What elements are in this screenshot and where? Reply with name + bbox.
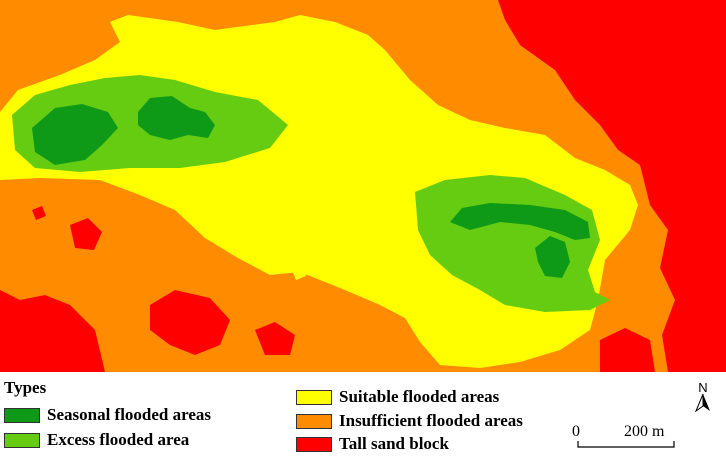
seasonal-flood-west-b bbox=[138, 96, 215, 140]
sand-block-south bbox=[150, 290, 230, 355]
north-arrow-glyph bbox=[695, 394, 710, 412]
suitable-speckle-1 bbox=[292, 266, 306, 280]
legend-swatch-suitable bbox=[296, 389, 332, 405]
scale-start-label: 0 bbox=[572, 423, 580, 440]
legend-item-suitable: Suitable flooded areas bbox=[296, 387, 499, 407]
north-arrow-icon: N bbox=[692, 381, 714, 413]
legend-label-sand-block: Tall sand block bbox=[339, 434, 449, 453]
scale-end-label: 200 m bbox=[624, 423, 665, 440]
legend-swatch-insufficient bbox=[296, 413, 332, 429]
sand-block-west-small bbox=[70, 218, 102, 250]
north-label: N bbox=[698, 380, 708, 395]
sand-block-south-small bbox=[255, 322, 295, 355]
legend-swatch-seasonal bbox=[4, 407, 40, 423]
sand-speckle-1 bbox=[688, 42, 700, 55]
legend-title: Types bbox=[4, 378, 47, 397]
seasonal-flood-east-b bbox=[535, 236, 570, 278]
sand-block-bottom-right bbox=[600, 328, 655, 372]
seasonal-flood-east-a bbox=[450, 203, 590, 240]
flood-suitability-map bbox=[0, 0, 726, 372]
legend-swatch-sand-block bbox=[296, 436, 332, 452]
scale-bar: 0 200 m bbox=[572, 421, 682, 451]
legend-label-insufficient: Insufficient flooded areas bbox=[339, 411, 523, 430]
seasonal-flood-west-a bbox=[32, 104, 118, 165]
scale-bar-line bbox=[577, 441, 675, 448]
sand-block-southwest bbox=[0, 290, 105, 372]
legend-item-insufficient: Insufficient flooded areas bbox=[296, 411, 523, 431]
sand-block-northeast bbox=[498, 0, 726, 372]
legend-label-seasonal: Seasonal flooded areas bbox=[47, 405, 212, 424]
sand-speckle-2 bbox=[32, 206, 46, 220]
legend-swatch-excess bbox=[4, 432, 40, 448]
legend-label-suitable: Suitable flooded areas bbox=[339, 387, 500, 406]
legend-item-seasonal: Seasonal flooded areas bbox=[4, 405, 211, 425]
legend-item-sand-block: Tall sand block bbox=[296, 434, 449, 454]
legend-item-excess: Excess flooded area bbox=[4, 430, 189, 450]
legend-label-excess: Excess flooded area bbox=[47, 430, 190, 449]
